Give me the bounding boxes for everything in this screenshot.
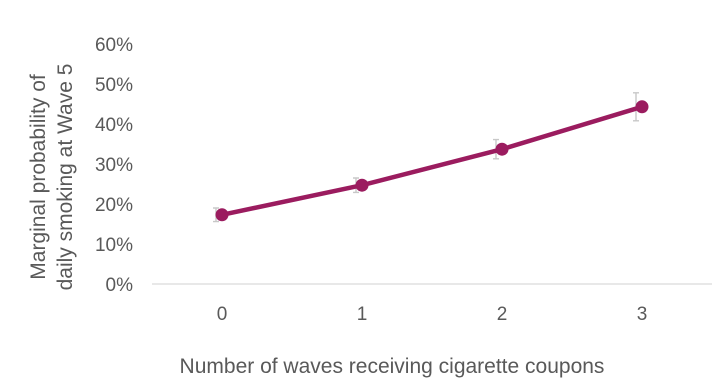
x-axis-tick-labels: 0 1 2 3 (217, 304, 648, 325)
y-tick-label: 20% (95, 195, 133, 216)
y-axis-title: Marginal probability of daily smoking at… (27, 64, 77, 291)
y-axis-title-line-1: Marginal probability of (27, 74, 50, 280)
y-tick-label: 40% (95, 115, 133, 136)
x-tick-label: 1 (357, 304, 368, 325)
y-tick-label: 60% (95, 35, 133, 56)
data-points (215, 100, 649, 222)
y-axis-tick-labels: 0% 10% 20% 30% 40% 50% 60% (95, 35, 133, 296)
series-line (219, 104, 645, 218)
y-tick-label: 10% (95, 235, 133, 256)
data-point (495, 142, 509, 156)
y-axis-title-line-2: daily smoking at Wave 5 (54, 64, 77, 291)
data-point (355, 178, 369, 192)
x-tick-label: 0 (217, 304, 228, 325)
y-tick-label: 30% (95, 155, 133, 176)
x-tick-label: 3 (637, 304, 648, 325)
y-tick-label: 0% (106, 275, 134, 296)
y-tick-label: 50% (95, 75, 133, 96)
x-axis-title: Number of waves receiving cigarette coup… (180, 355, 605, 378)
data-point (215, 208, 229, 222)
x-tick-label: 2 (497, 304, 508, 325)
data-point (635, 100, 649, 114)
